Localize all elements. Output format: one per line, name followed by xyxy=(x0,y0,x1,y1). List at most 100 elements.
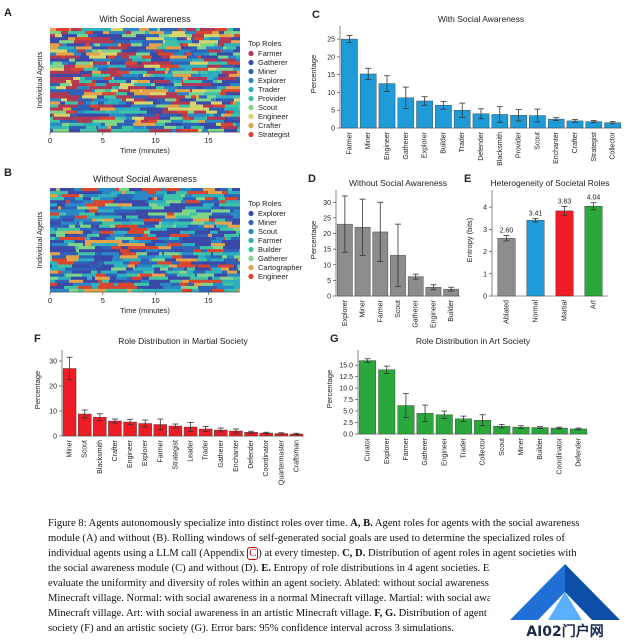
heatmap-cell xyxy=(181,49,190,53)
heatmap-cell xyxy=(210,261,226,265)
heatmap-cell xyxy=(167,191,172,195)
x-tick-label: Explorer xyxy=(142,439,149,466)
legend-item: Gatherer xyxy=(258,58,288,67)
heatmap-cell xyxy=(141,258,149,262)
heatmap-cell xyxy=(56,230,65,235)
heatmap-cell xyxy=(72,264,90,268)
data-label: 3.41 xyxy=(529,210,543,217)
heatmap-cell xyxy=(225,125,238,130)
heatmap-cell xyxy=(215,188,221,192)
heatmap-cell xyxy=(191,188,203,192)
heatmap-cell xyxy=(106,236,115,241)
heatmap-cell xyxy=(132,288,143,293)
heatmap-cell xyxy=(106,119,124,124)
heatmap-cell xyxy=(101,70,112,75)
heatmap-cell xyxy=(218,73,226,78)
error-bar xyxy=(534,108,541,123)
heatmap-cell xyxy=(83,40,101,44)
heatmap-cell xyxy=(77,49,85,53)
heatmap-cell xyxy=(188,43,200,47)
heatmap-cell xyxy=(179,282,187,287)
heatmap-cell xyxy=(142,43,149,47)
heatmap-cell xyxy=(137,264,152,268)
heatmap-cell xyxy=(57,203,65,207)
heatmap-cell xyxy=(117,270,126,274)
heatmap-cell xyxy=(146,125,155,130)
heatmap-cell xyxy=(205,270,222,274)
heatmap-cell xyxy=(215,61,227,65)
heatmap-cell xyxy=(239,89,240,93)
heatmap-cell xyxy=(127,230,144,235)
heatmap-cell xyxy=(123,273,127,277)
heatmap-cell xyxy=(106,55,108,59)
heatmap-cell xyxy=(111,191,122,195)
heatmap-cell xyxy=(160,64,179,69)
heatmap-cell xyxy=(166,188,179,192)
heatmap-cell xyxy=(93,58,107,62)
heatmap-cell xyxy=(122,240,129,244)
heatmap-cell xyxy=(214,43,218,47)
heatmap-cell xyxy=(99,230,113,235)
heatmap-cell xyxy=(164,31,172,35)
heatmap-cell xyxy=(102,221,121,225)
heatmap-cell xyxy=(236,122,240,127)
x-tick-label: Crafter xyxy=(572,131,579,153)
heatmap-cell xyxy=(191,125,204,130)
heatmap-cell xyxy=(74,233,79,238)
heatmap-cell xyxy=(196,83,211,87)
heatmap-cell xyxy=(220,276,233,281)
legend-item: Farmer xyxy=(258,236,283,245)
heatmap-cell xyxy=(50,224,69,229)
heatmap-cell xyxy=(233,282,240,287)
heatmap-cell xyxy=(97,236,106,241)
heatmap-cell xyxy=(75,110,77,114)
y-tick-label: 5 xyxy=(327,278,331,285)
heatmap-cell xyxy=(143,288,151,293)
heatmap-cell xyxy=(170,116,181,121)
heatmap-cell xyxy=(146,37,164,41)
heatmap-cell xyxy=(140,89,142,93)
heatmap-cell xyxy=(222,191,228,195)
chart-title: Role Distribution in Art Society xyxy=(416,336,531,346)
heatmap-cell xyxy=(185,206,196,210)
heatmap-cell xyxy=(67,249,76,253)
heatmap-cell xyxy=(113,288,127,293)
error-bar xyxy=(517,425,524,429)
heatmap-cell xyxy=(212,212,229,216)
heatmap-cell xyxy=(167,227,186,232)
heatmap-cell xyxy=(194,37,204,41)
x-tick-label: Enchanter xyxy=(553,131,560,164)
heatmap-cell xyxy=(115,224,132,229)
legend-title: Top Roles xyxy=(248,199,282,208)
heatmap-cell xyxy=(163,107,168,111)
caption-text: Entropy of role distributions in 4 agent… xyxy=(271,563,560,574)
heatmap-cell xyxy=(198,264,210,268)
heatmap-cell xyxy=(131,43,142,47)
heatmap-cell xyxy=(166,200,181,204)
heatmap-cell xyxy=(184,125,186,130)
heatmap-cell xyxy=(121,246,128,250)
error-bar xyxy=(515,109,522,122)
heatmap-cell xyxy=(98,188,116,192)
figure-caption: Figure 8: Agents autonomously specialize… xyxy=(48,516,630,636)
heatmap-cell xyxy=(143,113,156,117)
appendix-link[interactable]: C xyxy=(247,547,259,560)
heatmap-cell xyxy=(110,224,115,229)
heatmap-cell xyxy=(50,270,52,274)
heatmap-cell xyxy=(141,119,148,124)
heatmap-cell xyxy=(91,270,97,274)
heatmap-cell xyxy=(225,197,237,201)
heatmap-cell xyxy=(52,255,66,259)
heatmap-cell xyxy=(72,83,87,87)
heatmap-cell xyxy=(52,264,58,268)
heatmap-cell xyxy=(214,113,221,117)
heatmap-cell xyxy=(50,252,60,256)
heatmap-cell xyxy=(126,101,132,105)
heatmap-cell xyxy=(97,34,105,38)
heatmap-cell xyxy=(150,80,153,84)
heatmap-cell xyxy=(193,218,209,222)
heatmap-cell xyxy=(127,243,145,247)
heatmap-cell xyxy=(151,288,167,293)
heatmap-cell xyxy=(101,270,117,274)
heatmap-cell xyxy=(215,221,232,225)
